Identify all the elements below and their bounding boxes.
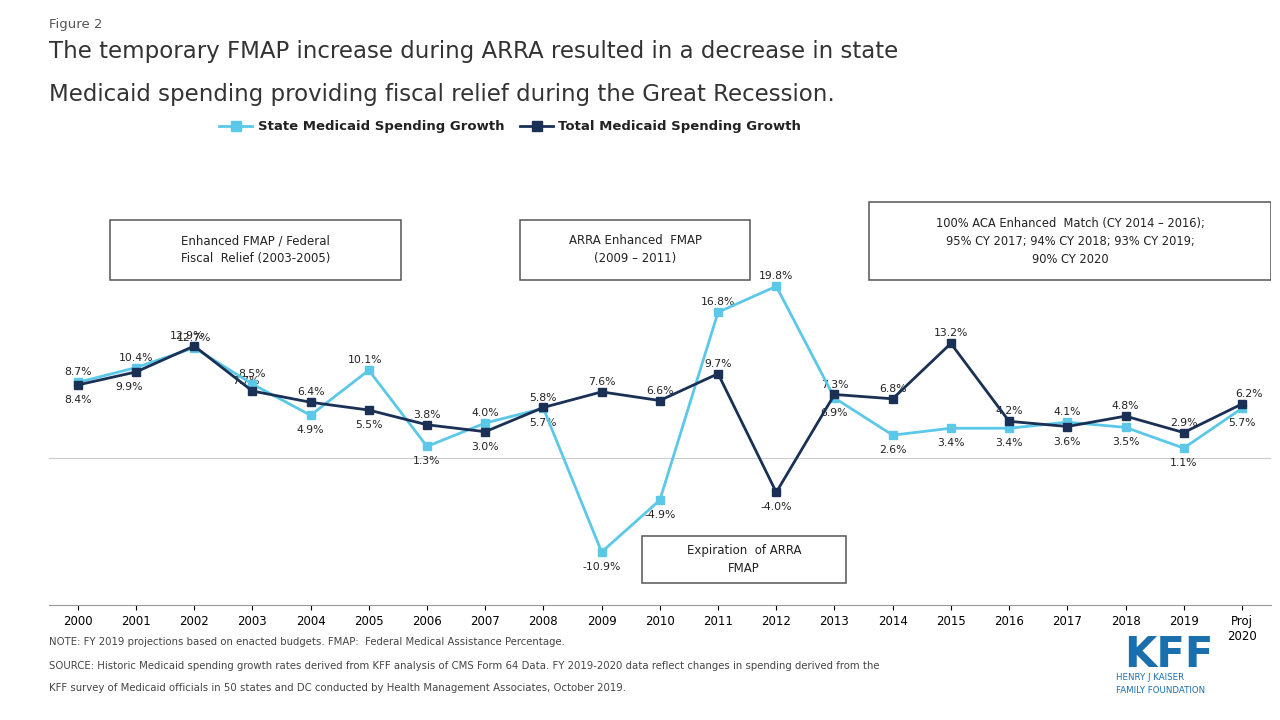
Text: 7.7%: 7.7%	[232, 376, 259, 386]
Text: 12.9%: 12.9%	[170, 331, 205, 341]
Text: -4.0%: -4.0%	[760, 503, 792, 513]
Text: -4.9%: -4.9%	[644, 510, 676, 520]
Text: KFF survey of Medicaid officials in 50 states and DC conducted by Health Managem: KFF survey of Medicaid officials in 50 s…	[49, 683, 626, 693]
Text: 10.4%: 10.4%	[119, 353, 154, 363]
Text: KFF: KFF	[1124, 634, 1213, 675]
Text: 6.2%: 6.2%	[1235, 389, 1262, 399]
Text: 6.8%: 6.8%	[879, 384, 906, 394]
Text: 5.7%: 5.7%	[530, 418, 557, 428]
Text: 5.7%: 5.7%	[1229, 418, 1256, 428]
Text: 4.1%: 4.1%	[1053, 408, 1082, 417]
Text: 3.0%: 3.0%	[471, 442, 499, 451]
Text: 9.7%: 9.7%	[704, 359, 732, 369]
Text: Enhanced FMAP / Federal
Fiscal  Relief (2003-2005): Enhanced FMAP / Federal Fiscal Relief (2…	[180, 235, 330, 266]
Text: Medicaid spending providing fiscal relief during the Great Recession.: Medicaid spending providing fiscal relie…	[49, 83, 835, 106]
Text: 7.6%: 7.6%	[588, 377, 616, 387]
Text: 2.9%: 2.9%	[1170, 418, 1198, 428]
Text: 19.8%: 19.8%	[759, 271, 794, 282]
Text: 16.8%: 16.8%	[701, 297, 735, 307]
Text: 3.8%: 3.8%	[413, 410, 440, 420]
Text: Expiration  of ARRA
FMAP: Expiration of ARRA FMAP	[687, 544, 801, 575]
Text: 1.3%: 1.3%	[413, 456, 440, 467]
Text: 8.7%: 8.7%	[64, 367, 91, 377]
Text: 4.2%: 4.2%	[996, 406, 1023, 416]
Bar	[110, 220, 401, 280]
Text: 6.6%: 6.6%	[646, 386, 673, 395]
Text: 3.6%: 3.6%	[1053, 436, 1082, 446]
Text: 9.9%: 9.9%	[115, 382, 143, 392]
Text: Figure 2: Figure 2	[49, 18, 102, 31]
Text: 3.5%: 3.5%	[1112, 438, 1139, 447]
Bar	[520, 220, 750, 280]
Text: 6.4%: 6.4%	[297, 387, 324, 397]
Text: 12.7%: 12.7%	[177, 333, 211, 343]
Text: 13.2%: 13.2%	[933, 328, 968, 338]
Text: 5.8%: 5.8%	[530, 392, 557, 402]
Text: 6.9%: 6.9%	[820, 408, 849, 418]
Bar	[643, 536, 846, 583]
Text: 4.0%: 4.0%	[471, 408, 499, 418]
Text: -10.9%: -10.9%	[582, 562, 621, 572]
Text: 3.4%: 3.4%	[937, 438, 965, 449]
Text: 7.3%: 7.3%	[820, 379, 849, 390]
Text: 1.1%: 1.1%	[1170, 458, 1198, 468]
Text: 10.1%: 10.1%	[347, 355, 381, 365]
Text: The temporary FMAP increase during ARRA resulted in a decrease in state: The temporary FMAP increase during ARRA …	[49, 40, 897, 63]
Text: 5.5%: 5.5%	[355, 420, 383, 430]
Text: HENRY J KAISER
FAMILY FOUNDATION: HENRY J KAISER FAMILY FOUNDATION	[1116, 673, 1206, 695]
Text: 8.4%: 8.4%	[64, 395, 91, 405]
Text: NOTE: FY 2019 projections based on enacted budgets. FMAP:  Federal Medical Assis: NOTE: FY 2019 projections based on enact…	[49, 637, 564, 647]
Text: 4.9%: 4.9%	[297, 426, 324, 436]
Text: 8.5%: 8.5%	[238, 369, 266, 379]
Text: 100% ACA Enhanced  Match (CY 2014 – 2016);
95% CY 2017; 94% CY 2018; 93% CY 2019: 100% ACA Enhanced Match (CY 2014 – 2016)…	[936, 217, 1204, 266]
Text: 4.8%: 4.8%	[1112, 401, 1139, 411]
Text: 2.6%: 2.6%	[879, 445, 906, 455]
Legend: State Medicaid Spending Growth, Total Medicaid Spending Growth: State Medicaid Spending Growth, Total Me…	[214, 115, 806, 139]
Text: SOURCE: Historic Medicaid spending growth rates derived from KFF analysis of CMS: SOURCE: Historic Medicaid spending growt…	[49, 661, 879, 671]
Text: ARRA Enhanced  FMAP
(2009 – 2011): ARRA Enhanced FMAP (2009 – 2011)	[568, 235, 701, 266]
Bar	[869, 202, 1271, 280]
Text: 3.4%: 3.4%	[996, 438, 1023, 449]
